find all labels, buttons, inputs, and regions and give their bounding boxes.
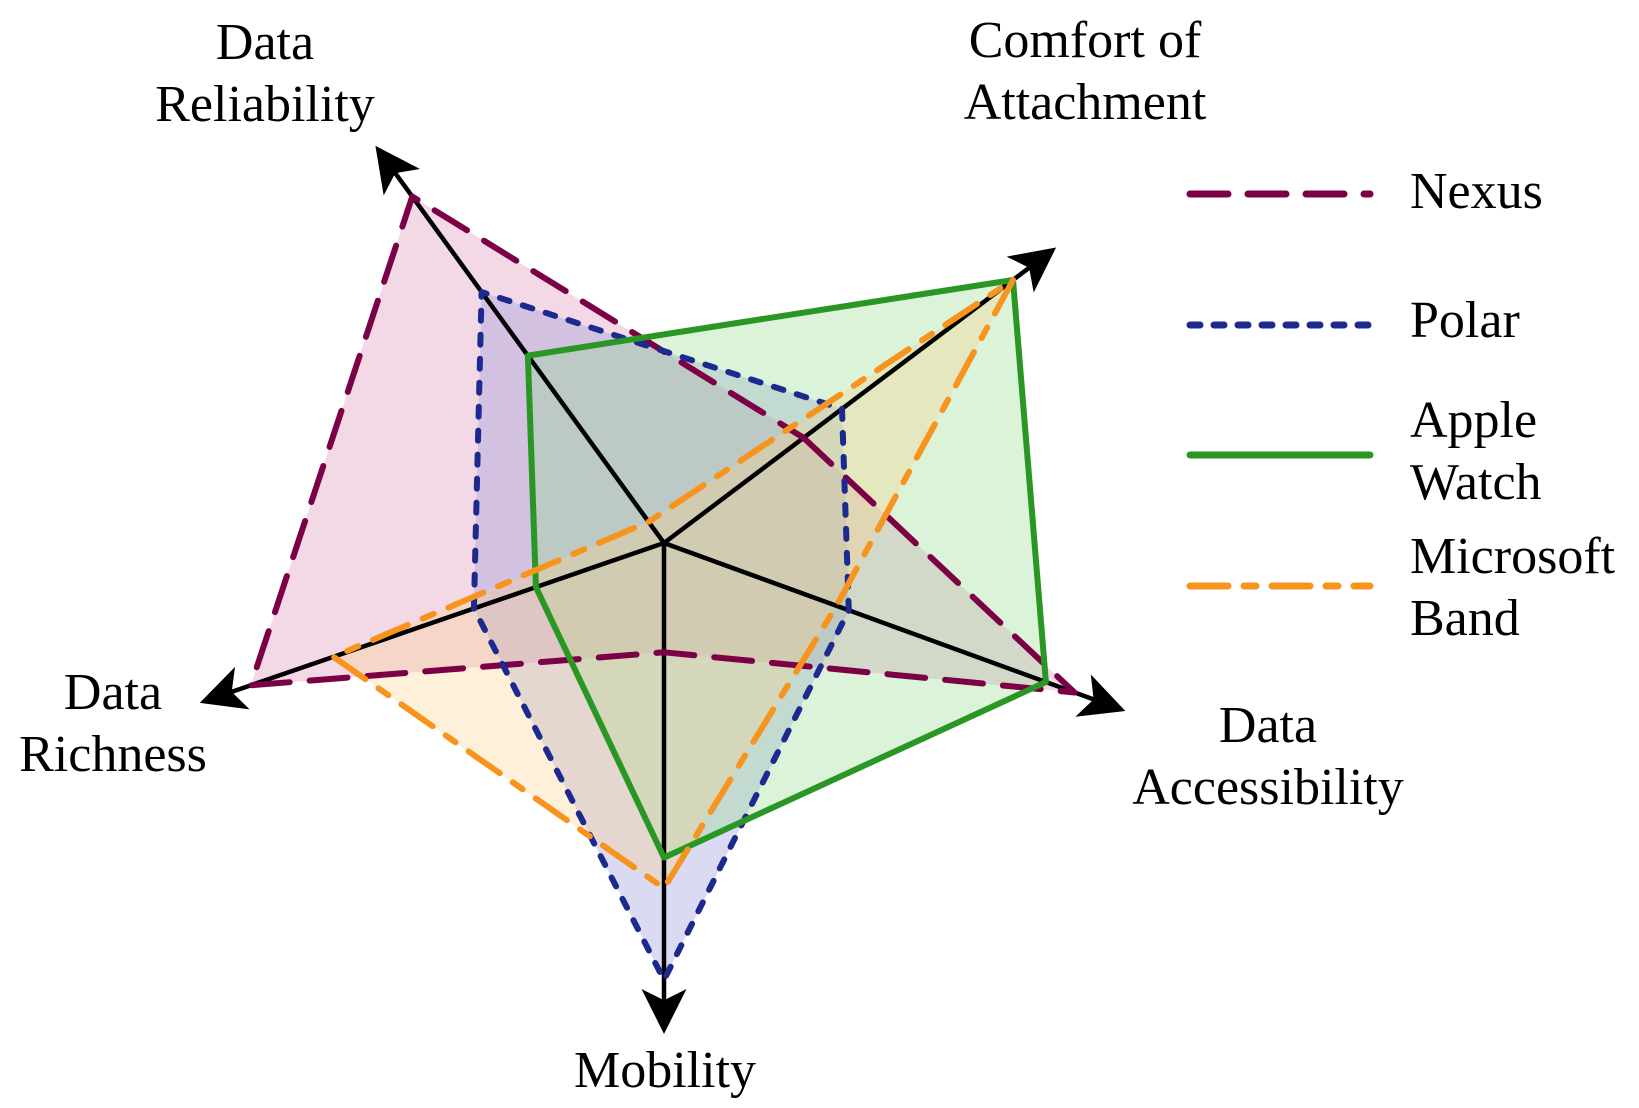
series-fill-1	[473, 292, 849, 980]
axis-label-2: Mobility	[574, 1042, 756, 1099]
legend: Nexus Polar Apple Watch Microsoft Band	[1186, 163, 1616, 647]
axis-line-0	[662, 247, 1057, 545]
series-fill-2	[527, 280, 1046, 858]
series-line-3	[330, 277, 1016, 892]
axis-label-0: Comfort of Attachment	[964, 12, 1207, 131]
series-line-2	[524, 277, 1049, 861]
axis-label-1: Data Accessibility	[1132, 697, 1404, 816]
axis-label-3: Data Richness	[19, 664, 207, 783]
legend-label-2: Apple Watch	[1410, 392, 1542, 511]
series-fill-0	[250, 196, 1075, 693]
axis-line-3	[199, 540, 665, 710]
legend-label-3: Microsoft Band	[1410, 528, 1616, 647]
series-line-1	[470, 289, 852, 983]
series-outline-layer	[247, 193, 1078, 983]
axis-label-4: Data Reliability	[155, 14, 375, 133]
axis-layer	[199, 145, 1126, 1034]
axis-line-4	[375, 145, 666, 545]
series-line-0	[247, 193, 1078, 696]
legend-label-0: Nexus	[1410, 163, 1543, 220]
legend-label-1: Polar	[1410, 292, 1520, 349]
axis-line-1	[663, 540, 1126, 717]
axis-label-layer: Comfort of Attachment Data Accessibility Mob…	[19, 12, 1404, 1099]
